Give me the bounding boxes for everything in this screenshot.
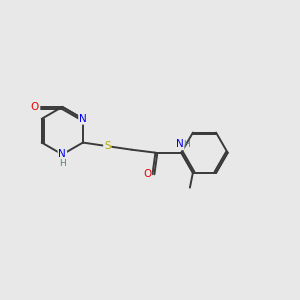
Text: N: N [58, 149, 66, 160]
Text: N: N [79, 114, 87, 124]
Text: O: O [143, 169, 151, 179]
Text: S: S [104, 141, 111, 151]
Text: O: O [30, 102, 38, 112]
Text: N: N [176, 140, 184, 149]
Text: H: H [183, 140, 190, 149]
Text: H: H [59, 160, 66, 169]
